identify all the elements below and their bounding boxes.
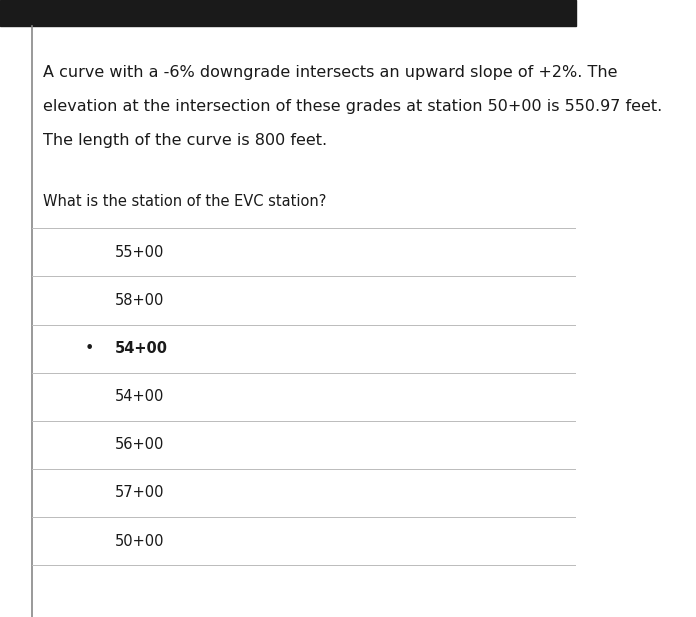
Text: •: • xyxy=(84,341,94,356)
Text: The length of the curve is 800 feet.: The length of the curve is 800 feet. xyxy=(43,133,327,147)
Text: elevation at the intersection of these grades at station 50+00 is 550.97 feet.: elevation at the intersection of these g… xyxy=(43,99,663,114)
Text: 54+00: 54+00 xyxy=(115,389,164,404)
Text: What is the station of the EVC station?: What is the station of the EVC station? xyxy=(43,194,326,209)
Text: 57+00: 57+00 xyxy=(115,486,165,500)
Text: A curve with a -6% downgrade intersects an upward slope of +2%. The: A curve with a -6% downgrade intersects … xyxy=(43,65,617,80)
Text: 55+00: 55+00 xyxy=(115,245,164,260)
Text: 50+00: 50+00 xyxy=(115,534,165,549)
Text: 54+00: 54+00 xyxy=(115,341,168,356)
Bar xyxy=(0,0,576,26)
Text: 58+00: 58+00 xyxy=(115,293,164,308)
Text: 56+00: 56+00 xyxy=(115,437,164,452)
